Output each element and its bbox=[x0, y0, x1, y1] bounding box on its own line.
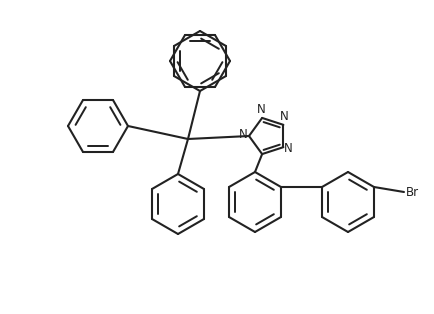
Text: N: N bbox=[239, 128, 248, 142]
Text: N: N bbox=[280, 110, 289, 123]
Text: Br: Br bbox=[406, 186, 419, 198]
Text: N: N bbox=[257, 103, 266, 116]
Text: N: N bbox=[284, 142, 293, 155]
